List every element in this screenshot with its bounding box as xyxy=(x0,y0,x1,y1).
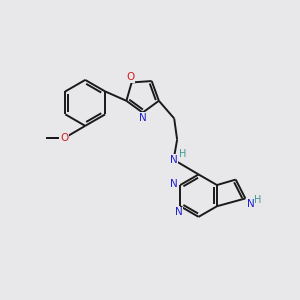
Text: H: H xyxy=(179,149,187,159)
Text: H: H xyxy=(254,195,262,205)
Text: O: O xyxy=(126,72,135,82)
Text: N: N xyxy=(175,207,183,217)
Text: N: N xyxy=(139,112,146,123)
Text: O: O xyxy=(60,133,68,143)
Text: N: N xyxy=(247,199,254,209)
Text: N: N xyxy=(170,155,178,165)
Text: N: N xyxy=(170,178,178,189)
